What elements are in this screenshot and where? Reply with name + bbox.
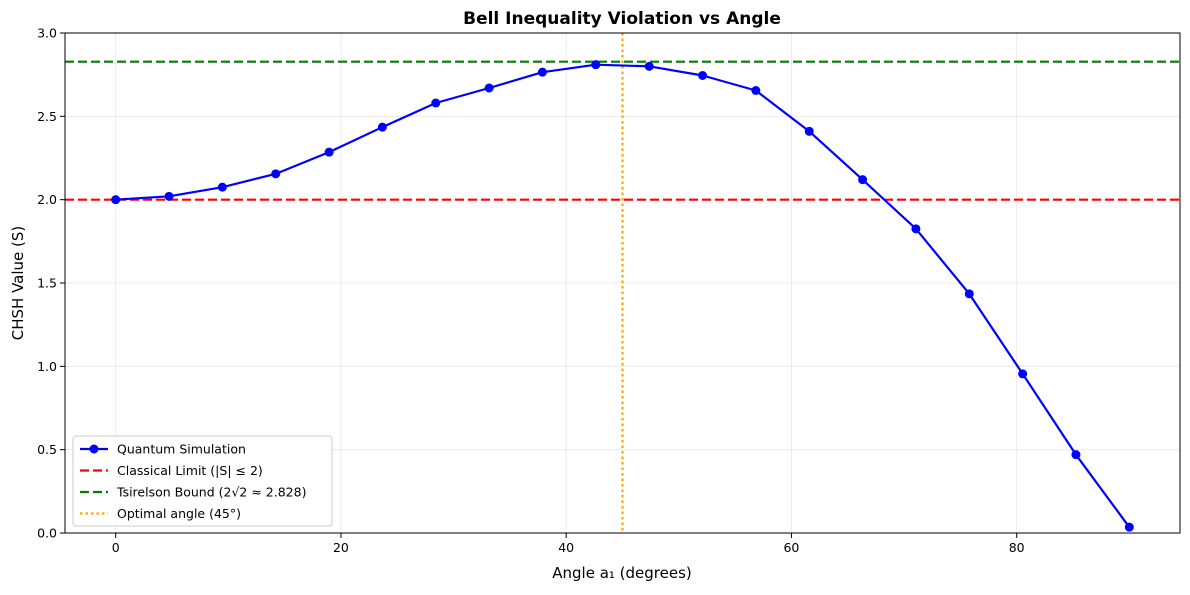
x-tick-label: 80 bbox=[1009, 540, 1025, 555]
y-tick-label: 0.0 bbox=[37, 526, 57, 541]
data-point bbox=[751, 86, 761, 95]
series-layer bbox=[111, 60, 1134, 532]
legend-label: Tsirelson Bound (2√2 ≈ 2.828) bbox=[116, 485, 306, 500]
data-point bbox=[804, 126, 814, 136]
reference-lines bbox=[65, 33, 1180, 533]
data-point bbox=[377, 122, 387, 132]
chart-title: Bell Inequality Violation vs Angle bbox=[463, 9, 781, 29]
y-axis-label: CHSH Value (S) bbox=[9, 226, 27, 341]
x-tick-label: 0 bbox=[112, 540, 120, 555]
y-tick-label: 2.5 bbox=[37, 109, 57, 124]
data-point bbox=[591, 60, 601, 70]
data-point bbox=[111, 195, 121, 205]
x-axis-label: Angle a₁ (degrees) bbox=[552, 564, 692, 582]
data-point bbox=[537, 67, 547, 77]
data-point bbox=[324, 147, 334, 157]
data-point bbox=[858, 175, 868, 185]
y-tick-label: 0.5 bbox=[37, 442, 57, 457]
data-point bbox=[698, 71, 708, 80]
data-point bbox=[644, 61, 654, 71]
data-point bbox=[1124, 522, 1134, 532]
data-point bbox=[1018, 369, 1028, 379]
y-tick-label: 3.0 bbox=[37, 26, 57, 41]
axis-ticks: 0 20 40 60 80 0.0 0.5 1.0 1.5 2.0 2.5 3.0 bbox=[37, 26, 1025, 556]
legend-box bbox=[72, 435, 333, 527]
data-point bbox=[911, 224, 921, 234]
data-point bbox=[964, 289, 974, 299]
legend-label: Optimal angle (45°) bbox=[117, 506, 241, 521]
legend-label: Quantum Simulation bbox=[117, 442, 246, 457]
x-tick-label: 60 bbox=[783, 540, 799, 555]
data-point bbox=[217, 182, 227, 192]
y-tick-label: 1.0 bbox=[37, 359, 57, 374]
x-tick-label: 40 bbox=[558, 540, 574, 555]
data-point bbox=[431, 98, 441, 108]
legend-label: Classical Limit (|S| ≤ 2) bbox=[117, 463, 263, 478]
data-point bbox=[484, 83, 494, 93]
y-tick-label: 2.0 bbox=[37, 192, 57, 207]
series-line bbox=[115, 63, 1131, 528]
x-tick-label: 20 bbox=[333, 540, 349, 555]
data-point bbox=[1071, 450, 1081, 460]
legend: Quantum Simulation Classical Limit (|S| ≤… bbox=[72, 435, 333, 527]
data-point bbox=[271, 169, 281, 179]
data-point bbox=[164, 191, 174, 201]
y-tick-label: 1.5 bbox=[37, 276, 57, 291]
legend-swatch-marker bbox=[89, 444, 99, 454]
